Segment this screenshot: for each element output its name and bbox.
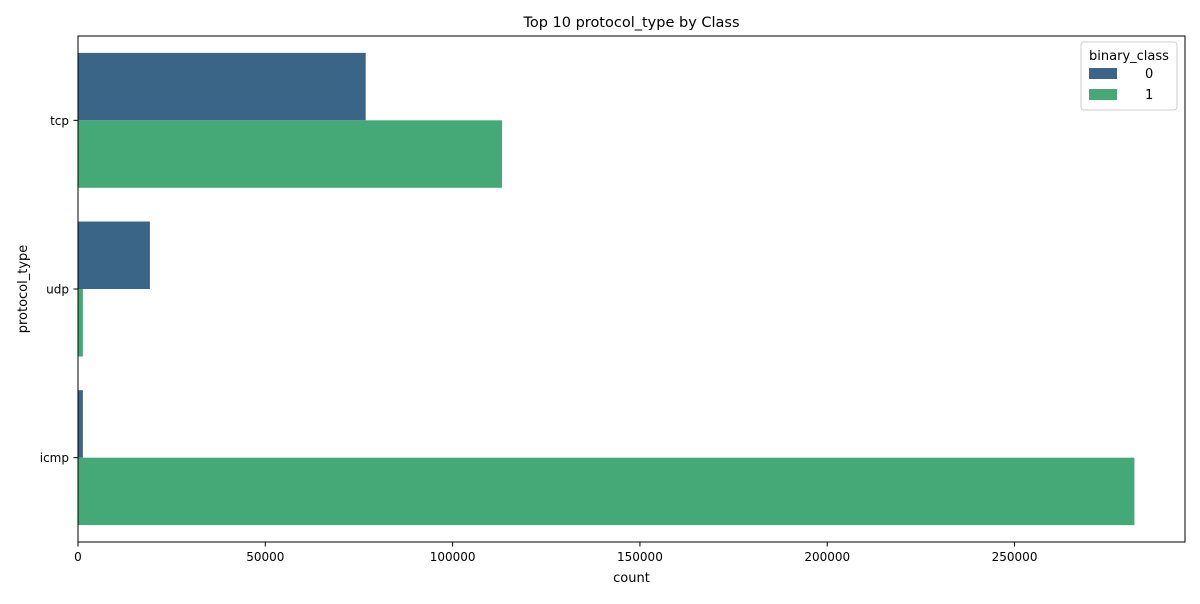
legend-label-0: 0 — [1145, 67, 1153, 82]
y-tick-label: udp — [46, 283, 69, 297]
x-tick-label: 200000 — [804, 550, 850, 564]
bar-udp-class-1 — [78, 289, 83, 357]
bar-icmp-class-1 — [78, 457, 1135, 526]
x-tick-label: 100000 — [430, 550, 476, 564]
y-tick-label: tcp — [50, 114, 69, 128]
y-tick-label: icmp — [40, 451, 69, 465]
bar-tcp-class-1 — [78, 120, 503, 188]
legend-label-1: 1 — [1145, 88, 1153, 103]
legend: binary_class 0 1 — [1080, 41, 1178, 111]
x-tick-label: 150000 — [617, 550, 663, 564]
x-axis: 0 50000 100000 150000 200000 250000 — [74, 542, 1037, 564]
x-axis-label: count — [613, 571, 650, 586]
y-axis: tcp udp icmp — [40, 114, 78, 465]
legend-title: binary_class — [1089, 49, 1169, 64]
bar-udp-class-0 — [78, 221, 150, 289]
chart-title: Top 10 protocol_type by Class — [522, 15, 739, 31]
legend-swatch-1 — [1089, 89, 1117, 100]
x-tick-label: 50000 — [246, 550, 284, 564]
bar-icmp-class-0 — [78, 390, 83, 458]
x-tick-label: 250000 — [992, 550, 1038, 564]
legend-swatch-0 — [1089, 68, 1117, 79]
y-axis-label: protocol_type — [16, 245, 31, 334]
bar-tcp-class-0 — [78, 52, 366, 121]
x-tick-label: 0 — [74, 550, 82, 564]
